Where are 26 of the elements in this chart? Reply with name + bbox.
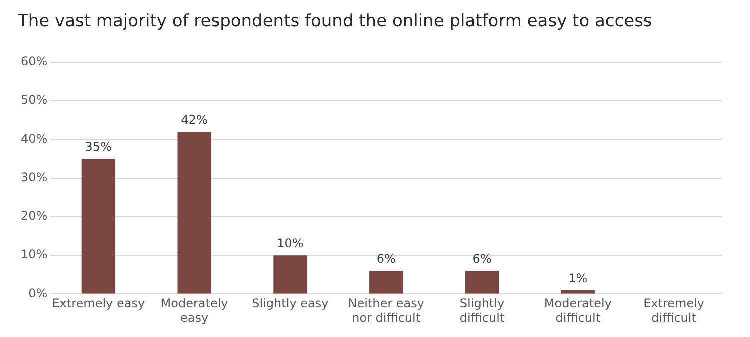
x-tick-label: Slightly difficult — [460, 296, 505, 325]
bar — [274, 256, 308, 294]
x-tick-label: Neither easy nor difficult — [348, 296, 424, 325]
data-label: 6% — [376, 252, 396, 266]
bar — [370, 271, 404, 294]
x-tick-label: Moderately easy — [160, 296, 228, 325]
bar — [82, 158, 116, 294]
y-tick-label: 10% — [21, 248, 48, 262]
y-tick-label: 20% — [21, 209, 48, 224]
bar — [465, 271, 500, 294]
y-tick-label: 40% — [21, 132, 48, 146]
data-label: 35% — [85, 140, 112, 154]
x-tick-label: Extremely easy — [52, 296, 146, 311]
x-tick-label: Slightly easy — [252, 296, 329, 311]
chart-title: The vast majority of respondents found the online platform easy to access — [17, 12, 652, 32]
x-tick-label: Extremely difficult — [644, 296, 705, 325]
data-label: 6% — [472, 252, 492, 266]
data-label: 10% — [277, 236, 304, 251]
y-tick-label: 30% — [21, 170, 48, 184]
data-label: 42% — [181, 113, 208, 128]
y-tick-label: 0% — [28, 286, 48, 300]
bar — [178, 132, 212, 294]
y-tick-label: 60% — [21, 54, 48, 69]
y-tick-label: 50% — [21, 93, 48, 108]
data-label: 1% — [568, 271, 588, 286]
x-tick-label: Moderately difficult — [544, 296, 612, 325]
